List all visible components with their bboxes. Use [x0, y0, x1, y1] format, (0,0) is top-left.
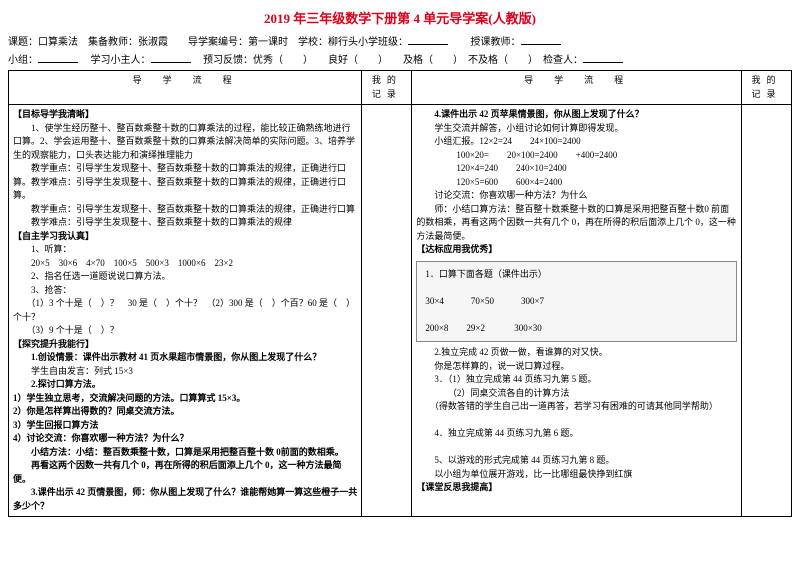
r-eqs: 100×20= 20×100=2400 +400=2400 120×4=240 … [416, 149, 737, 190]
l-b2: 2.探讨口算方法。 [13, 378, 357, 392]
col-flow-left: 导 学 流 程 [9, 71, 362, 105]
r-eq3: 120×5=600 600×4=2400 [456, 176, 737, 190]
l-p6: 2、指名任选一道题说说口算方法。 [13, 270, 357, 284]
l-b6: 4）讨论交流：你喜欢哪一种方法？为什么？ [13, 432, 357, 446]
l-p8: （1）3 个十是（ ）？ 30 是（ ）个十？ （2）300 是（ ）个百？60… [13, 297, 357, 324]
right-record [742, 105, 792, 517]
box-l1: 1．口算下面各题（课件出示） [425, 268, 728, 282]
col-record-right: 我的记录 [742, 71, 792, 105]
header1-post: 授课教师： [451, 37, 521, 48]
col-record-left: 我的记录 [362, 71, 412, 105]
box-l2: 30×4 70×50 300×7 [425, 295, 728, 309]
left-record [362, 105, 412, 517]
l-p9: （3）9 个十是（ ）？ [13, 324, 357, 338]
l-p1: 1、使学生经历整十、整百数乘整十数的口算乘法的过程，能比较正确熟练地进行口算。2… [13, 122, 357, 163]
exercise-box: 1．口算下面各题（课件出示） 30×4 70×50 300×7 200×8 29… [416, 261, 737, 343]
blank-group [38, 51, 78, 63]
l-eq1: 20×5 30×6 4×70 100×5 500×3 1000×6 23×2 [13, 257, 357, 271]
r-p8: （2）同桌交流各自的计算方法 [416, 387, 737, 401]
col-flow-right: 导 学 流 程 [412, 71, 742, 105]
sec-goal: 【目标导学我清晰】 [13, 108, 357, 122]
sec-reflect: 【课堂反思我提高】 [416, 481, 737, 495]
doc-title: 2019 年三年级数学下册第 4 单元导学案(人教版) [8, 8, 792, 27]
table-header-row: 导 学 流 程 我的记录 导 学 流 程 我的记录 [9, 71, 792, 105]
r-b1: 4.课件出示 42 页苹果情景图，你从图上发现了什么？ [416, 108, 737, 122]
h2-pre: 预习反馈：优秀（ ） 良好（ ） 及格（ ） 不及格（ ） 检查人： [193, 55, 583, 66]
h2-group: 小组： [8, 55, 38, 66]
h2-leader: 学习小主人： [81, 55, 151, 66]
l-p4: 教学难点：引导学生发现整十、整百数乘整十数的口算乘法的规律 [13, 216, 357, 230]
sec-self: 【自主学习我认真】 [13, 230, 357, 244]
header-line-1: 课题：口算乘法 集备教师：张淑霞 导学案编号：第一课时 学校：柳行头小学班级： … [8, 33, 792, 48]
l-b3: 1）学生独立思考，交流解决问题的方法。口算算式 15×3。 [13, 392, 357, 406]
l-b7: 小结方法：小结：整百数乘整十数，口算是采用把整百整十数 0前面的数相乘。 [13, 446, 357, 460]
r-p7: 3．（1）独立完成第 44 页练习九第 5 题。 [416, 373, 737, 387]
header1-pre: 课题：口算乘法 集备教师：张淑霞 导学案编号：第一课时 学校：柳行头小学班级： [8, 37, 408, 48]
r-p2: 小组汇报。12×2=24 24×100=2400 [416, 135, 737, 149]
table-body-row: 【目标导学我清晰】 1、使学生经历整十、整百数乘整十数的口算乘法的过程，能比较正… [9, 105, 792, 517]
r-eq2: 120×4=240 240×10=2400 [456, 162, 737, 176]
r-p1: 学生交流并解答，小组讨论如何计算即得发现。 [416, 122, 737, 136]
left-content: 【目标导学我清晰】 1、使学生经历整十、整百数乘整十数的口算乘法的过程，能比较正… [9, 105, 362, 517]
r-p9: （得数答错的学生自己出一道再答，若学习有困难的可请其他同学帮助） [416, 400, 737, 414]
r-p3: 讨论交流：你喜欢哪一种方法？为什么 [416, 189, 737, 203]
r-p11: 5、以游戏的形式完成第 44 页练习九第 8 题。 [416, 454, 737, 468]
main-table: 导 学 流 程 我的记录 导 学 流 程 我的记录 【目标导学我清晰】 1、使学… [8, 70, 792, 517]
l-b5: 3）学生回报口算方法 [13, 419, 357, 433]
blank-class [408, 33, 448, 45]
l-p5: 1、听算： [13, 243, 357, 257]
header-line-2: 小组： 学习小主人： 预习反馈：优秀（ ） 良好（ ） 及格（ ） 不及格（ ）… [8, 51, 792, 66]
blank-teacher [521, 33, 561, 45]
r-p4: 师：小结口算方法：整百整十数乘整十数的口算是采用把整百整十数0 前面的数相乘，再… [416, 203, 737, 244]
l-b8: 再看这两个因数一共有几个 0，再在所得的积后面添上几个 0，这一种方法最简便。 [13, 459, 357, 486]
sec-explore: 【探究提升我能行】 [13, 338, 357, 352]
l-b9: 3.课件出示 42 页情景图，师：你从图上发现了什么？谁能帮她算一算这些橙子一共… [13, 486, 357, 513]
l-b1: 1.创设情景：课件出示教材 41 页水果超市情景图，你从图上发现了什么？ [13, 351, 357, 365]
r-p6: 你是怎样算的，说一说口算过程。 [416, 360, 737, 374]
l-p10: 学生自由发言：列式 15×3 [13, 365, 357, 379]
blank-checker [583, 51, 623, 63]
l-p2: 教学重点：引导学生发现整十、整百数乘整十数的口算乘法的规律，正确进行口算。教学难… [13, 162, 357, 203]
r-p12: 以小组为单位展开游戏，比一比哪组最快挣到红旗 [416, 468, 737, 482]
blank-leader [151, 51, 191, 63]
sec-apply: 【达标应用我优秀】 [416, 243, 737, 257]
l-p7: 3、抢答： [13, 284, 357, 298]
box-l3: 200×8 29×2 300×30 [425, 322, 728, 336]
r-eq1: 100×20= 20×100=2400 +400=2400 [456, 149, 737, 163]
r-p5: 2.独立完成 42 页做一做，看谁算的对又快。 [416, 346, 737, 360]
right-content: 4.课件出示 42 页苹果情景图，你从图上发现了什么？ 学生交流并解答，小组讨论… [412, 105, 742, 517]
r-p10: 4．独立完成第 44 页练习九第 6 题。 [416, 427, 737, 441]
l-p3: 教学重点：引导学生发现整十、整百数乘整十数的口算乘法的规律，正确进行口算 [13, 203, 357, 217]
l-b4: 2）你是怎样算出得数的？同桌交流方法。 [13, 405, 357, 419]
